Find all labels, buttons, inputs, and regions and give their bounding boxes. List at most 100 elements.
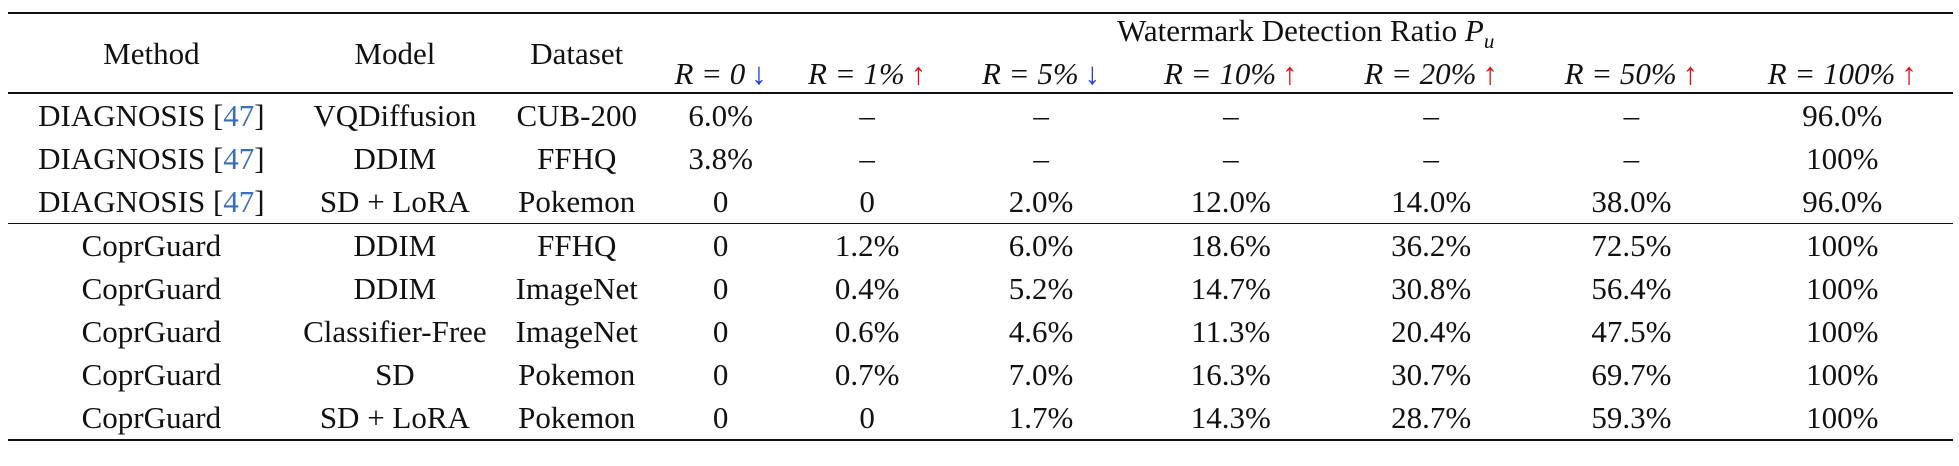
cell-ratio-0: 0 xyxy=(712,357,729,392)
cell-ratio-2: 2.0% xyxy=(1008,184,1074,219)
table-row: DIAGNOSIS [47] VQDiffusion CUB-200 6.0% – – – –… xyxy=(8,93,1953,137)
results-table: Method Model Dataset Watermark Detection… xyxy=(8,12,1953,441)
cell-ratio-5: 56.4% xyxy=(1591,271,1672,306)
header-method: Method xyxy=(8,13,295,94)
header-group-watermark-ratio: Watermark Detection Ratio Pu xyxy=(658,13,1953,54)
header-ratio-label: R = 0 xyxy=(674,55,746,91)
method-name: CoprGuard xyxy=(81,357,222,392)
cell-ratio-4: 30.7% xyxy=(1391,357,1472,392)
cell-ratio-2: 4.6% xyxy=(1008,314,1074,349)
arrow-up-icon: ↑ xyxy=(910,55,927,91)
method-name: DIAGNOSIS xyxy=(38,184,206,219)
citation-link[interactable]: 47 xyxy=(223,141,255,176)
cell-model: Classifier-Free xyxy=(303,314,487,349)
citation-link[interactable]: 47 xyxy=(223,98,255,133)
arrow-down-icon: ↓ xyxy=(751,55,767,91)
cell-ratio-1: – xyxy=(859,98,875,133)
arrow-up-icon: ↑ xyxy=(1482,55,1498,91)
header-ratio-label: R = 1% xyxy=(808,55,905,91)
cell-ratio-6: 100% xyxy=(1806,357,1879,392)
cell-ratio-4: – xyxy=(1423,141,1439,176)
cell-model: SD xyxy=(375,357,415,392)
cell-model: SD + LoRA xyxy=(319,184,470,219)
header-ratio-label: R = 10% xyxy=(1163,55,1277,91)
cell-ratio-1: 0 xyxy=(859,184,875,219)
cell-ratio-4: – xyxy=(1423,98,1439,133)
header-group-title: Watermark Detection Ratio xyxy=(1117,13,1458,49)
cell-ratio-0: 0 xyxy=(712,184,729,219)
header-ratio-0: R = 0 ↓ xyxy=(658,54,782,93)
cell-method: CoprGuard xyxy=(8,224,295,268)
header-ratio-label: R = 50% xyxy=(1564,55,1677,91)
cell-ratio-6: 100% xyxy=(1806,314,1879,349)
table-header: Method Model Dataset Watermark Detection… xyxy=(8,13,1953,94)
cell-ratio-3: 14.3% xyxy=(1190,400,1271,435)
cell-ratio-4: 20.4% xyxy=(1391,314,1472,349)
table-row: DIAGNOSIS [47] SD + LoRA Pokemon 0 0 2.0% 12.0… xyxy=(8,180,1953,224)
table-row: CoprGuard Classifier-Free ImageNet 0 0.6% 4.6… xyxy=(8,310,1953,353)
cell-ratio-1: – xyxy=(859,141,875,176)
table-body: DIAGNOSIS [47] VQDiffusion CUB-200 6.0% – – – –… xyxy=(8,93,1953,440)
cell-ratio-1: 1.2% xyxy=(834,228,900,263)
cell-ratio-0: 0 xyxy=(712,271,729,306)
cell-dataset: Pokemon xyxy=(518,400,636,435)
method-name: CoprGuard xyxy=(81,400,222,435)
header-group-subscript: u xyxy=(1483,29,1495,54)
cell-model: DDIM xyxy=(353,141,437,176)
cell-ratio-4: 14.0% xyxy=(1391,184,1472,219)
cell-ratio-0: 0 xyxy=(712,400,729,435)
cell-ratio-4: 36.2% xyxy=(1391,228,1472,263)
header-ratio-row: R = 0 ↓ R = 1% ↑ R = 5% ↓ R = 10% ↑ R = 20% ↑ R = … xyxy=(8,54,1953,93)
cell-method: CoprGuard xyxy=(8,396,295,440)
header-ratio-6: R = 100% ↑ xyxy=(1732,54,1953,93)
arrow-up-icon: ↑ xyxy=(1282,55,1298,91)
cell-ratio-5: – xyxy=(1623,141,1640,176)
citation-link[interactable]: 47 xyxy=(223,184,255,219)
cell-ratio-2: 1.7% xyxy=(1008,400,1074,435)
cell-ratio-3: – xyxy=(1223,141,1239,176)
cell-dataset: Pokemon xyxy=(518,184,636,219)
cell-ratio-5: – xyxy=(1623,98,1640,133)
arrow-up-icon: ↑ xyxy=(1901,55,1917,91)
header-ratio-4: R = 20% ↑ xyxy=(1331,54,1531,93)
cell-ratio-1: 0.4% xyxy=(834,271,900,306)
header-ratio-2: R = 5% ↓ xyxy=(951,54,1130,93)
cell-ratio-0: 0 xyxy=(712,314,729,349)
header-ratio-1: R = 1% ↑ xyxy=(783,54,952,93)
cell-ratio-2: 7.0% xyxy=(1008,357,1074,392)
header-ratio-5: R = 50% ↑ xyxy=(1531,54,1731,93)
cell-dataset: FFHQ xyxy=(537,228,617,263)
cell-ratio-6: 100% xyxy=(1806,271,1879,306)
table-row: CoprGuard SD + LoRA Pokemon 0 0 1.7% 14.3% 28.7… xyxy=(8,396,1953,440)
cell-ratio-6: 100% xyxy=(1806,228,1879,263)
cell-ratio-1: 0.7% xyxy=(834,357,900,392)
cell-method: CoprGuard xyxy=(8,353,295,396)
cell-ratio-3: 16.3% xyxy=(1190,357,1271,392)
cell-method: DIAGNOSIS [47] xyxy=(38,141,265,176)
cell-ratio-6: 96.0% xyxy=(1802,184,1883,219)
cell-method: CoprGuard xyxy=(8,267,295,310)
cell-ratio-3: 18.6% xyxy=(1190,228,1271,263)
cell-ratio-3: – xyxy=(1223,98,1239,133)
cell-ratio-6: 96.0% xyxy=(1802,98,1883,133)
cell-ratio-6: 100% xyxy=(1806,400,1879,435)
header-group-symbol: P xyxy=(1464,13,1484,49)
cell-ratio-5: 38.0% xyxy=(1591,184,1672,219)
cell-dataset: CUB-200 xyxy=(516,98,638,133)
cell-ratio-5: 72.5% xyxy=(1591,228,1672,263)
header-ratio-label: R = 100% xyxy=(1767,55,1896,91)
method-name: DIAGNOSIS xyxy=(38,141,206,176)
method-name: CoprGuard xyxy=(81,314,222,349)
cell-ratio-2: 6.0% xyxy=(1008,228,1074,263)
header-ratio-label: R = 5% xyxy=(981,55,1079,91)
cell-model: DDIM xyxy=(353,228,437,263)
table-row: CoprGuard DDIM ImageNet 0 0.4% 5.2% 14.7% 30.8%… xyxy=(8,267,1953,310)
cell-ratio-0: 6.0% xyxy=(688,98,753,133)
cell-ratio-5: 47.5% xyxy=(1591,314,1672,349)
cell-ratio-4: 30.8% xyxy=(1391,271,1472,306)
cell-ratio-2: – xyxy=(1033,141,1049,176)
table-row: CoprGuard DDIM FFHQ 0 1.2% 6.0% 18.6% 36.2% 72.5… xyxy=(8,223,1953,268)
cell-dataset: ImageNet xyxy=(515,314,638,349)
cell-ratio-3: 14.7% xyxy=(1190,271,1271,306)
cell-ratio-0: 0 xyxy=(712,228,729,263)
